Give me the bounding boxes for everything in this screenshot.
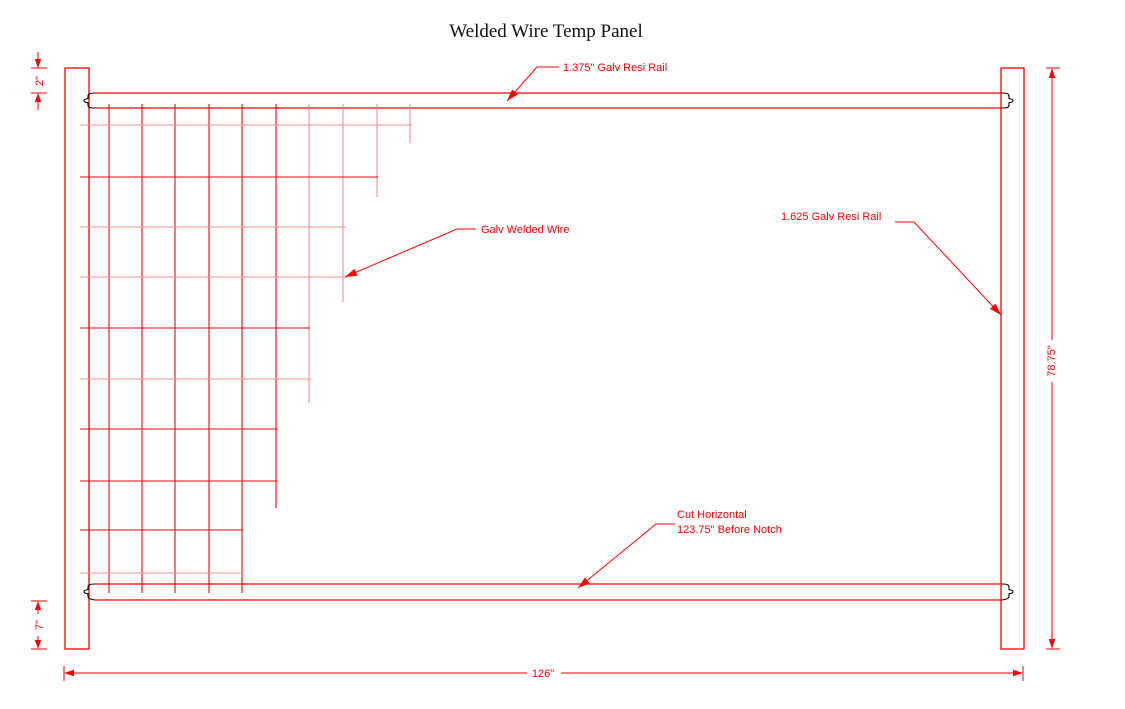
label-right-rail: 1.625 Galv Resi Rail [781, 211, 881, 223]
drawing-title: Welded Wire Temp Panel [449, 21, 643, 42]
wire-grid [80, 104, 412, 593]
dimension-text-2in: 2" [34, 76, 46, 86]
top-rail [83, 92, 1014, 109]
dimension-7in: 7" [31, 600, 47, 650]
label-cut-line1: Cut Horizontal [677, 509, 747, 521]
dimension-text-78-75in: 78.75" [1046, 345, 1058, 377]
leader-wire-label: Galv Welded Wire [344, 224, 569, 278]
top-rail-left-notch [83, 92, 96, 109]
dimension-arrow-down [1048, 639, 1056, 649]
dimension-arrow-right [1013, 669, 1023, 677]
dimension-arrow-up [34, 601, 42, 610]
label-cut-line2: 123.75" Before Notch [677, 524, 782, 536]
dimension-arrow-up [34, 93, 42, 102]
dimension-arrow-down [34, 59, 42, 68]
leader-line [506, 66, 559, 102]
leader-cut-label: Cut Horizontal 123.75" Before Notch [577, 509, 782, 589]
dimension-text-7in: 7" [34, 620, 46, 630]
dimension-126in: 126" [63, 666, 1024, 681]
dimension-78-75in: 78.75" [1046, 67, 1060, 650]
dimension-text-126in: 126" [532, 668, 554, 680]
left-post [64, 67, 90, 650]
leader-top-rail-label: 1.375" Galv Resi Rail [506, 62, 667, 102]
dimension-2in: 2" [31, 52, 47, 110]
bottom-rail-left-notch [83, 583, 96, 601]
leader-line [344, 228, 476, 278]
bottom-rail-right-notch [1001, 583, 1014, 601]
leader-line [577, 523, 675, 589]
dimension-arrow-up [1048, 68, 1056, 78]
right-post [1000, 67, 1025, 650]
dimension-arrow-left [64, 669, 74, 677]
top-rail-right-notch [1001, 92, 1014, 109]
bottom-rail [83, 583, 1014, 601]
leader-right-rail-label: 1.625 Galv Resi Rail [781, 211, 1002, 316]
label-top-rail: 1.375" Galv Resi Rail [563, 62, 667, 74]
leader-line [895, 221, 1002, 316]
dimension-arrow-down [34, 640, 42, 649]
label-wire: Galv Welded Wire [481, 224, 569, 236]
